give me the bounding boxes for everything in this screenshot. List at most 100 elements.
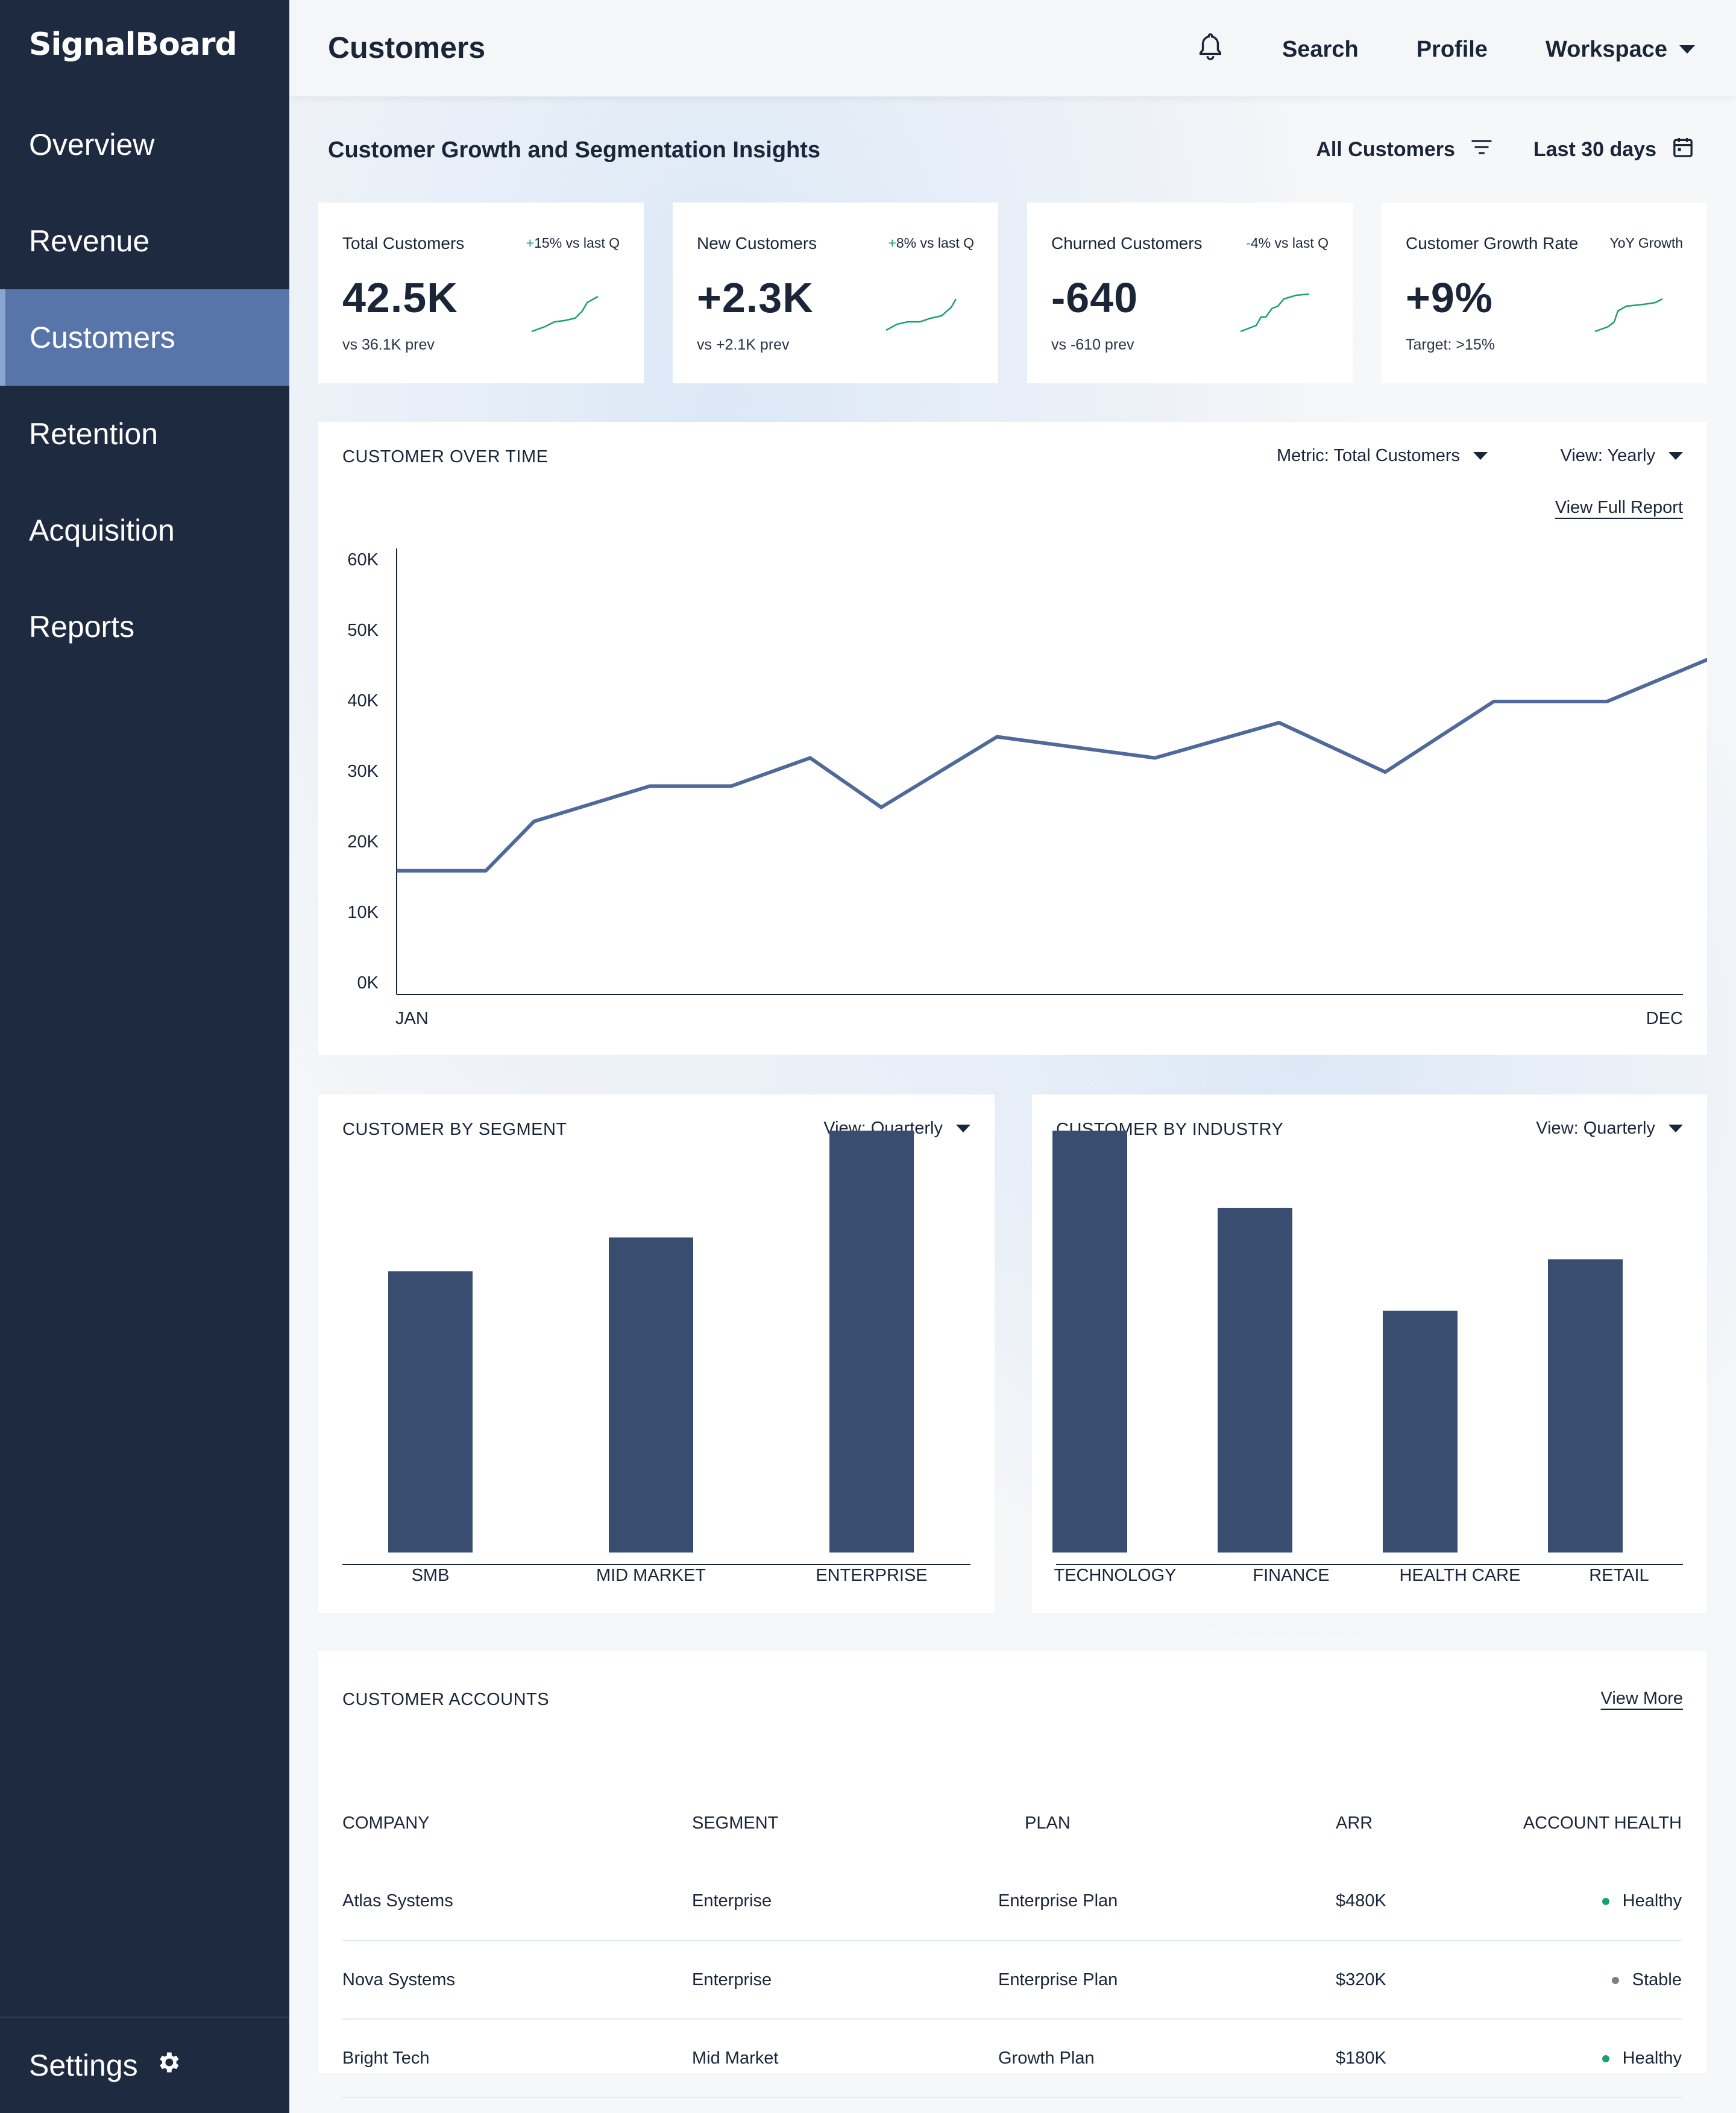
x-tick-label: MID MARKET: [596, 1566, 706, 1585]
cell-company: Nova Systems: [342, 1941, 692, 2020]
sidebar-item-customers[interactable]: Customers: [0, 289, 289, 386]
line-chart-plot: [396, 548, 1707, 995]
column-header-company[interactable]: COMPANY: [342, 1813, 430, 1833]
x-tick-label: ENTERPRISE: [816, 1566, 928, 1585]
kpi-delta: YoY Growth: [1609, 235, 1683, 251]
cell-plan: Enterprise Plan: [998, 1941, 1336, 2020]
cell-company: Bright Tech: [342, 2019, 692, 2098]
bar[interactable]: [829, 1131, 914, 1553]
bar[interactable]: [388, 1271, 473, 1553]
bar[interactable]: [1218, 1208, 1292, 1553]
kpi-title: New Customers: [697, 234, 817, 253]
bell-icon[interactable]: [1197, 31, 1224, 68]
series-line: [397, 658, 1707, 873]
customer-filter[interactable]: All Customers: [1316, 135, 1494, 165]
cell-arr: $180K: [1336, 2019, 1517, 2098]
sidebar-item-acquisition[interactable]: Acquisition: [29, 513, 175, 547]
column-header-arr[interactable]: ARR: [1336, 1813, 1373, 1833]
line-chart-title: CUSTOMER OVER TIME: [342, 447, 549, 466]
accounts-table: COMPANY SEGMENT PLAN ARR ACCOUNT HEALTH …: [342, 1784, 1682, 2098]
bar[interactable]: [609, 1237, 693, 1553]
kpi-card-churned-customers: Churned Customers -4% vs last Q -640 vs …: [1027, 203, 1353, 383]
table-row[interactable]: Bright Tech Mid Market Growth Plan $180K…: [342, 2019, 1682, 2098]
search-link[interactable]: Search: [1282, 36, 1359, 62]
kpi-value: +9%: [1406, 274, 1494, 321]
view-dropdown[interactable]: View: Yearly: [1561, 446, 1683, 466]
accounts-title: CUSTOMER ACCOUNTS: [342, 1690, 550, 1709]
column-header-account-health[interactable]: ACCOUNT HEALTH: [1523, 1813, 1682, 1833]
metric-dropdown-label: Metric: Total Customers: [1276, 446, 1460, 465]
workspace-label: Workspace: [1545, 36, 1667, 62]
kpi-delta: -4% vs last Q: [1246, 235, 1329, 251]
date-range-picker[interactable]: Last 30 days: [1533, 135, 1695, 165]
kpi-card-total-customers: Total Customers +15% vs last Q 42.5K vs …: [318, 203, 644, 383]
kpi-title: Total Customers: [342, 234, 465, 253]
x-tick-label: HEALTH CARE: [1399, 1566, 1521, 1585]
cell-segment: Enterprise: [692, 1941, 998, 2020]
sidebar-nav: Overview Revenue Customers Retention Acq…: [0, 96, 289, 675]
sidebar-item-reports[interactable]: Reports: [29, 610, 135, 644]
x-tick-label: TECHNOLOGY: [1054, 1566, 1177, 1585]
view-full-report-link[interactable]: View Full Report: [1555, 498, 1683, 517]
workspace-dropdown[interactable]: Workspace: [1546, 37, 1695, 63]
table-header-row: COMPANY SEGMENT PLAN ARR ACCOUNT HEALTH: [342, 1784, 1682, 1862]
x-tick-label: SMB: [411, 1566, 450, 1585]
brand-logo[interactable]: SignalBoard: [29, 27, 237, 63]
calendar-icon: [1671, 135, 1695, 165]
kpi-card-growth-rate: Customer Growth Rate YoY Growth +9% Targ…: [1382, 203, 1707, 383]
bar[interactable]: [1548, 1259, 1623, 1553]
profile-link[interactable]: Profile: [1416, 36, 1488, 62]
cell-segment: Mid Market: [692, 2019, 998, 2098]
kpi-delta: +15% vs last Q: [526, 235, 620, 251]
cell-arr: $480K: [1336, 1862, 1517, 1941]
sidebar-item-revenue[interactable]: Revenue: [29, 224, 150, 258]
x-tick-label: RETAIL: [1589, 1566, 1649, 1585]
accounts-card: CUSTOMER ACCOUNTS View More COMPANY SEGM…: [318, 1651, 1707, 2098]
cell-health: Healthy: [1517, 1862, 1682, 1941]
date-range-label: Last 30 days: [1533, 138, 1656, 161]
industry-view-dropdown[interactable]: View: Quarterly: [1536, 1119, 1683, 1138]
status-dot: [1602, 1898, 1609, 1906]
bar[interactable]: [1383, 1310, 1458, 1553]
top-bar: Customers Search Profile Workspace: [289, 0, 1736, 96]
metric-dropdown[interactable]: Metric: Total Customers: [1277, 446, 1488, 466]
chevron-down-icon: [1473, 452, 1488, 460]
status-text: Stable: [1632, 1970, 1682, 1989]
kpi-title: Customer Growth Rate: [1406, 234, 1579, 253]
kpi-card-new-customers: New Customers +8% vs last Q +2.3K vs +2.…: [673, 203, 998, 383]
table-row[interactable]: Nova Systems Enterprise Enterprise Plan …: [342, 1941, 1682, 2020]
segment-chart-title: CUSTOMER BY SEGMENT: [342, 1120, 567, 1139]
column-header-segment[interactable]: SEGMENT: [692, 1813, 779, 1833]
cell-health: Healthy: [1517, 2019, 1682, 2098]
chevron-down-icon: [956, 1125, 970, 1132]
view-more-link[interactable]: View More: [1600, 1689, 1683, 1708]
settings-label: Settings: [29, 2049, 138, 2082]
settings-button[interactable]: Settings: [0, 2017, 289, 2113]
top-nav: Search Profile Workspace: [1197, 31, 1695, 68]
filter-icon: [1470, 135, 1494, 165]
page-title: Customers: [328, 31, 486, 64]
kpi-value: 42.5K: [342, 274, 458, 321]
kpi-subtext: vs +2.1K prev: [697, 336, 790, 353]
chevron-down-icon: [1679, 45, 1695, 54]
cell-company: Atlas Systems: [342, 1862, 692, 1941]
y-tick-label: 20K: [347, 832, 379, 852]
sidebar: SignalBoard Overview Revenue Customers R…: [0, 0, 289, 2113]
sparkline: [1240, 293, 1310, 333]
sidebar-item-retention[interactable]: Retention: [29, 417, 159, 451]
cell-segment: Enterprise: [692, 1862, 998, 1941]
bar[interactable]: [1052, 1131, 1127, 1553]
industry-chart-card: CUSTOMER BY INDUSTRY View: Quarterly TEC…: [1032, 1094, 1707, 1613]
chevron-down-icon: [1668, 1125, 1683, 1132]
cell-plan: Growth Plan: [998, 2019, 1336, 2098]
line-chart-card: CUSTOMER OVER TIME Metric: Total Custome…: [318, 422, 1707, 1055]
sparkline: [531, 295, 599, 333]
cell-plan: Enterprise Plan: [998, 1862, 1336, 1941]
column-header-plan[interactable]: PLAN: [1025, 1813, 1071, 1833]
status-dot: [1611, 1976, 1619, 1984]
x-axis-end-label: DEC: [1646, 1009, 1683, 1028]
sparkline: [1594, 298, 1663, 333]
y-tick-label: 0K: [357, 973, 379, 993]
table-row[interactable]: Atlas Systems Enterprise Enterprise Plan…: [342, 1862, 1682, 1941]
sidebar-item-overview[interactable]: Overview: [29, 128, 155, 162]
